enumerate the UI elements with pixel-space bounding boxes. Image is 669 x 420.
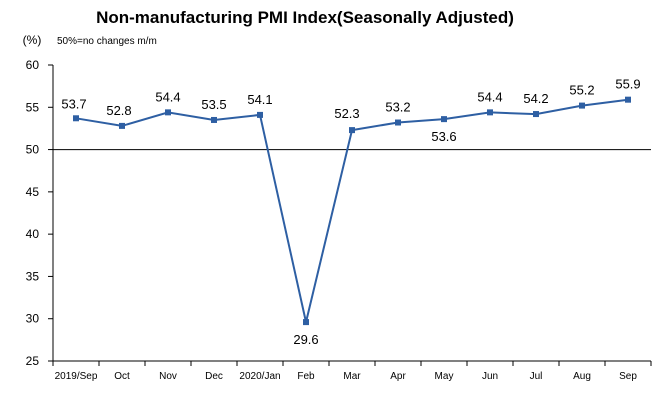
data-label: 55.9 (615, 77, 640, 92)
data-point (487, 109, 493, 116)
x-tick-label: Mar (343, 371, 361, 382)
x-tick-label: 2019/Sep (55, 371, 98, 382)
x-tick-label: Sep (619, 371, 637, 382)
x-tick-label: Nov (159, 371, 177, 382)
data-point (349, 127, 355, 134)
data-point (257, 111, 263, 118)
x-tick-label: Aug (573, 371, 591, 382)
data-label: 53.5 (201, 97, 226, 112)
x-tick-label: Dec (205, 371, 223, 382)
y-tick-label: 60 (26, 58, 40, 72)
x-tick-label: Feb (297, 371, 315, 382)
x-axis: 2019/Sep Oct Nov Dec 2020/Jan Feb Mar Apr May Jun… (52, 360, 652, 382)
y-tick-label: 55 (26, 100, 40, 114)
y-tick-label: 40 (26, 227, 40, 241)
y-tick-label: 35 (26, 269, 40, 283)
data-labels: 53.7 52.8 54.4 53.5 54.1 29.6 52.3 53.2 53.6 54.4… (61, 77, 640, 347)
data-label: 54.2 (523, 91, 548, 106)
y-tick-label: 25 (26, 354, 40, 368)
y-tick-label: 45 (26, 185, 40, 199)
x-tick-label: May (435, 371, 454, 382)
y-tick-label: 30 (26, 312, 40, 326)
data-point (73, 115, 79, 122)
data-point (211, 116, 217, 123)
data-point (395, 119, 401, 126)
y-axis: 25 30 35 40 45 50 55 60 (26, 58, 651, 368)
data-point (441, 116, 447, 123)
data-label: 29.6 (293, 332, 318, 347)
data-label: 54.4 (155, 89, 180, 104)
data-label: 53.6 (431, 129, 456, 144)
data-label: 52.3 (334, 106, 359, 121)
x-tick-label: Jun (482, 371, 498, 382)
data-label: 52.8 (106, 103, 131, 118)
x-tick-label: Apr (390, 371, 406, 382)
data-point (533, 111, 539, 118)
data-label: 54.1 (247, 92, 272, 107)
data-point (119, 122, 125, 129)
y-tick-label: 50 (26, 143, 40, 157)
data-point (303, 319, 309, 326)
chart-note: 50%=no changes m/m (57, 36, 157, 47)
data-point (625, 96, 631, 103)
series-pmi (73, 96, 631, 326)
data-label: 53.7 (61, 96, 86, 111)
y-unit-label: (%) (23, 33, 42, 47)
data-label: 55.2 (569, 83, 594, 98)
chart-title: Non-manufacturing PMI Index(Seasonally A… (96, 8, 514, 27)
x-tick-label: Oct (114, 371, 130, 382)
data-label: 53.2 (385, 100, 410, 115)
data-point (165, 109, 171, 116)
x-tick-label: 2020/Jan (239, 371, 280, 382)
data-label: 54.4 (477, 89, 502, 104)
x-tick-label: Jul (530, 371, 543, 382)
data-point (579, 102, 585, 109)
